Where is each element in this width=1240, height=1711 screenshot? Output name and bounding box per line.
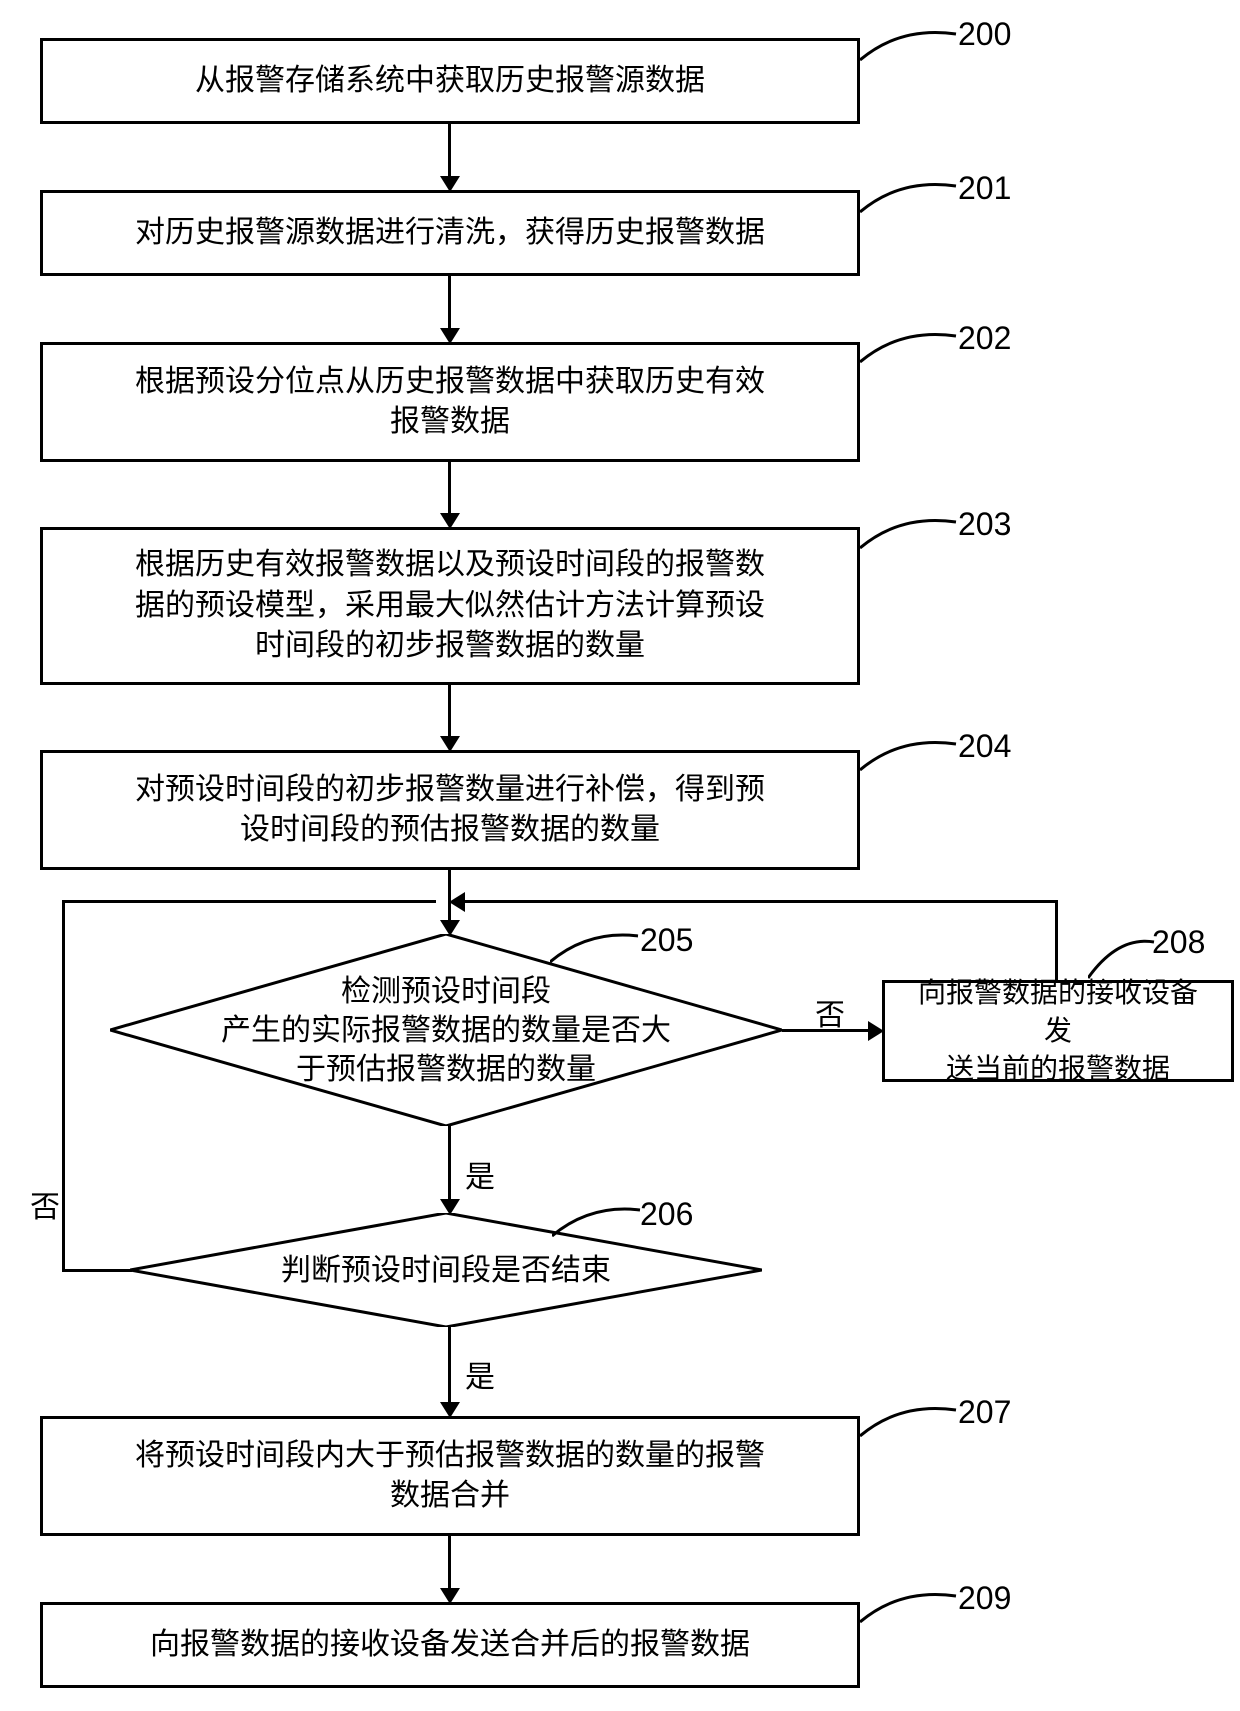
flowchart-canvas: 从报警存储系统中获取历史报警源数据 对历史报警源数据进行清洗，获得历史报警数据 … xyxy=(0,0,1240,1711)
leader-icon xyxy=(860,30,960,70)
step-209-text: 向报警数据的接收设备发送合并后的报警数据 xyxy=(150,1625,750,1666)
leader-icon xyxy=(860,740,960,780)
leader-icon xyxy=(860,1592,960,1632)
leader-icon xyxy=(860,182,960,222)
edge-label-no-205: 否 xyxy=(815,990,845,1034)
arrow-head-icon xyxy=(449,892,465,912)
step-203-box: 根据历史有效报警数据以及预设时间段的报警数 据的预设模型，采用最大似然估计方法计… xyxy=(40,527,860,685)
step-202-text: 根据预设分位点从历史报警数据中获取历史有效 报警数据 xyxy=(135,362,765,443)
arrow-line xyxy=(62,1269,132,1272)
edge-label-yes-2: 是 xyxy=(465,1352,495,1396)
step-208-text: 向报警数据的接收设备发 送当前的报警数据 xyxy=(905,974,1211,1087)
step-202-box: 根据预设分位点从历史报警数据中获取历史有效 报警数据 xyxy=(40,342,860,462)
arrow-line xyxy=(448,1327,451,1404)
arrow-line xyxy=(448,1536,451,1590)
decision-206-text: 判断预设时间段是否结束 xyxy=(281,1251,611,1290)
edge-label-yes-1: 是 xyxy=(465,1152,495,1196)
arrow-head-icon xyxy=(440,1588,460,1604)
arrow-line xyxy=(62,900,436,903)
leader-icon xyxy=(860,1406,960,1446)
arrow-head-icon xyxy=(440,176,460,192)
arrow-head-icon xyxy=(440,736,460,752)
step-209-box: 向报警数据的接收设备发送合并后的报警数据 xyxy=(40,1602,860,1688)
arrow-head-icon xyxy=(440,513,460,529)
leader-icon xyxy=(552,1206,644,1242)
step-200-text: 从报警存储系统中获取历史报警源数据 xyxy=(195,61,705,102)
leader-icon xyxy=(860,518,960,558)
ref-204: 204 xyxy=(958,728,1011,765)
arrow-head-icon xyxy=(440,1402,460,1418)
arrow-line xyxy=(448,124,451,178)
ref-203: 203 xyxy=(958,506,1011,543)
decision-205: 检测预设时间段 产生的实际报警数据的数量是否大 于预估报警数据的数量 xyxy=(110,934,782,1126)
step-200-box: 从报警存储系统中获取历史报警源数据 xyxy=(40,38,860,124)
leader-icon xyxy=(1088,938,1158,984)
arrow-head-icon xyxy=(868,1021,884,1041)
arrow-head-icon xyxy=(440,920,460,936)
step-207-box: 将预设时间段内大于预估报警数据的数量的报警 数据合并 xyxy=(40,1416,860,1536)
step-204-text: 对预设时间段的初步报警数量进行补偿，得到预 设时间段的预估报警数据的数量 xyxy=(135,770,765,851)
arrow-line xyxy=(448,1126,451,1201)
ref-201: 201 xyxy=(958,170,1011,207)
ref-208: 208 xyxy=(1152,924,1205,961)
leader-icon xyxy=(860,332,960,372)
ref-205: 205 xyxy=(640,922,693,959)
ref-209: 209 xyxy=(958,1580,1011,1617)
step-207-text: 将预设时间段内大于预估报警数据的数量的报警 数据合并 xyxy=(135,1436,765,1517)
arrow-head-icon xyxy=(440,328,460,344)
step-204-box: 对预设时间段的初步报警数量进行补偿，得到预 设时间段的预估报警数据的数量 xyxy=(40,750,860,870)
ref-207: 207 xyxy=(958,1394,1011,1431)
ref-206: 206 xyxy=(640,1196,693,1233)
arrow-line xyxy=(448,276,451,330)
arrow-line xyxy=(448,462,451,515)
arrow-head-icon xyxy=(440,1199,460,1215)
arrow-line xyxy=(1055,902,1058,980)
arrow-line xyxy=(62,900,65,1272)
arrow-line xyxy=(463,900,1058,903)
edge-label-no-206: 否 xyxy=(30,1182,60,1226)
ref-200: 200 xyxy=(958,16,1011,53)
leader-icon xyxy=(550,932,642,968)
ref-202: 202 xyxy=(958,320,1011,357)
arrow-line xyxy=(448,685,451,738)
step-201-box: 对历史报警源数据进行清洗，获得历史报警数据 xyxy=(40,190,860,276)
step-208-box: 向报警数据的接收设备发 送当前的报警数据 xyxy=(882,980,1234,1082)
step-201-text: 对历史报警源数据进行清洗，获得历史报警数据 xyxy=(135,213,765,254)
step-203-text: 根据历史有效报警数据以及预设时间段的报警数 据的预设模型，采用最大似然估计方法计… xyxy=(135,545,765,667)
decision-205-text: 检测预设时间段 产生的实际报警数据的数量是否大 于预估报警数据的数量 xyxy=(221,972,671,1089)
